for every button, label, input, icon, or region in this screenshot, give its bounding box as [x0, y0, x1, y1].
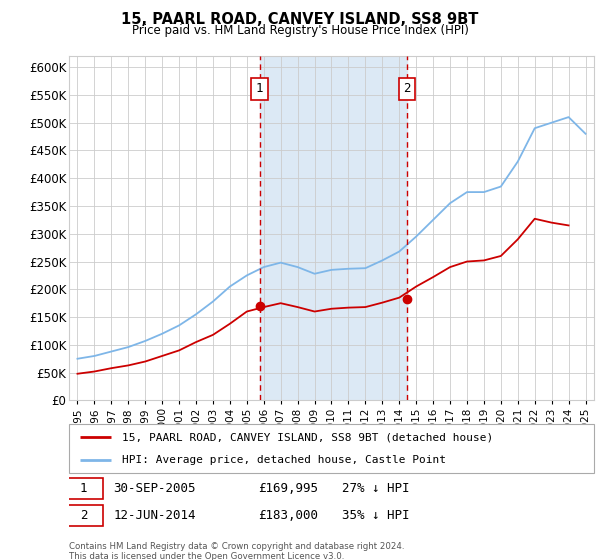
Text: Contains HM Land Registry data © Crown copyright and database right 2024.
This d: Contains HM Land Registry data © Crown c…: [69, 542, 404, 560]
Text: 2: 2: [403, 82, 410, 95]
Text: 35% ↓ HPI: 35% ↓ HPI: [342, 509, 409, 522]
FancyBboxPatch shape: [64, 478, 103, 500]
Bar: [260, 56, 407, 400]
Text: HPI: Average price, detached house, Castle Point: HPI: Average price, detached house, Cast…: [121, 455, 445, 465]
Text: 15, PAARL ROAD, CANVEY ISLAND, SS8 9BT: 15, PAARL ROAD, CANVEY ISLAND, SS8 9BT: [121, 12, 479, 27]
Text: £183,000: £183,000: [258, 509, 318, 522]
Text: 1: 1: [256, 82, 263, 95]
Text: 30-SEP-2005: 30-SEP-2005: [113, 482, 196, 495]
Text: Price paid vs. HM Land Registry's House Price Index (HPI): Price paid vs. HM Land Registry's House …: [131, 24, 469, 36]
Text: 2: 2: [80, 509, 87, 522]
Text: 1: 1: [80, 482, 87, 495]
FancyBboxPatch shape: [64, 505, 103, 526]
FancyBboxPatch shape: [69, 424, 594, 473]
Text: £169,995: £169,995: [258, 482, 318, 495]
Text: 27% ↓ HPI: 27% ↓ HPI: [342, 482, 409, 495]
Text: 15, PAARL ROAD, CANVEY ISLAND, SS8 9BT (detached house): 15, PAARL ROAD, CANVEY ISLAND, SS8 9BT (…: [121, 432, 493, 442]
Text: 12-JUN-2014: 12-JUN-2014: [113, 509, 196, 522]
